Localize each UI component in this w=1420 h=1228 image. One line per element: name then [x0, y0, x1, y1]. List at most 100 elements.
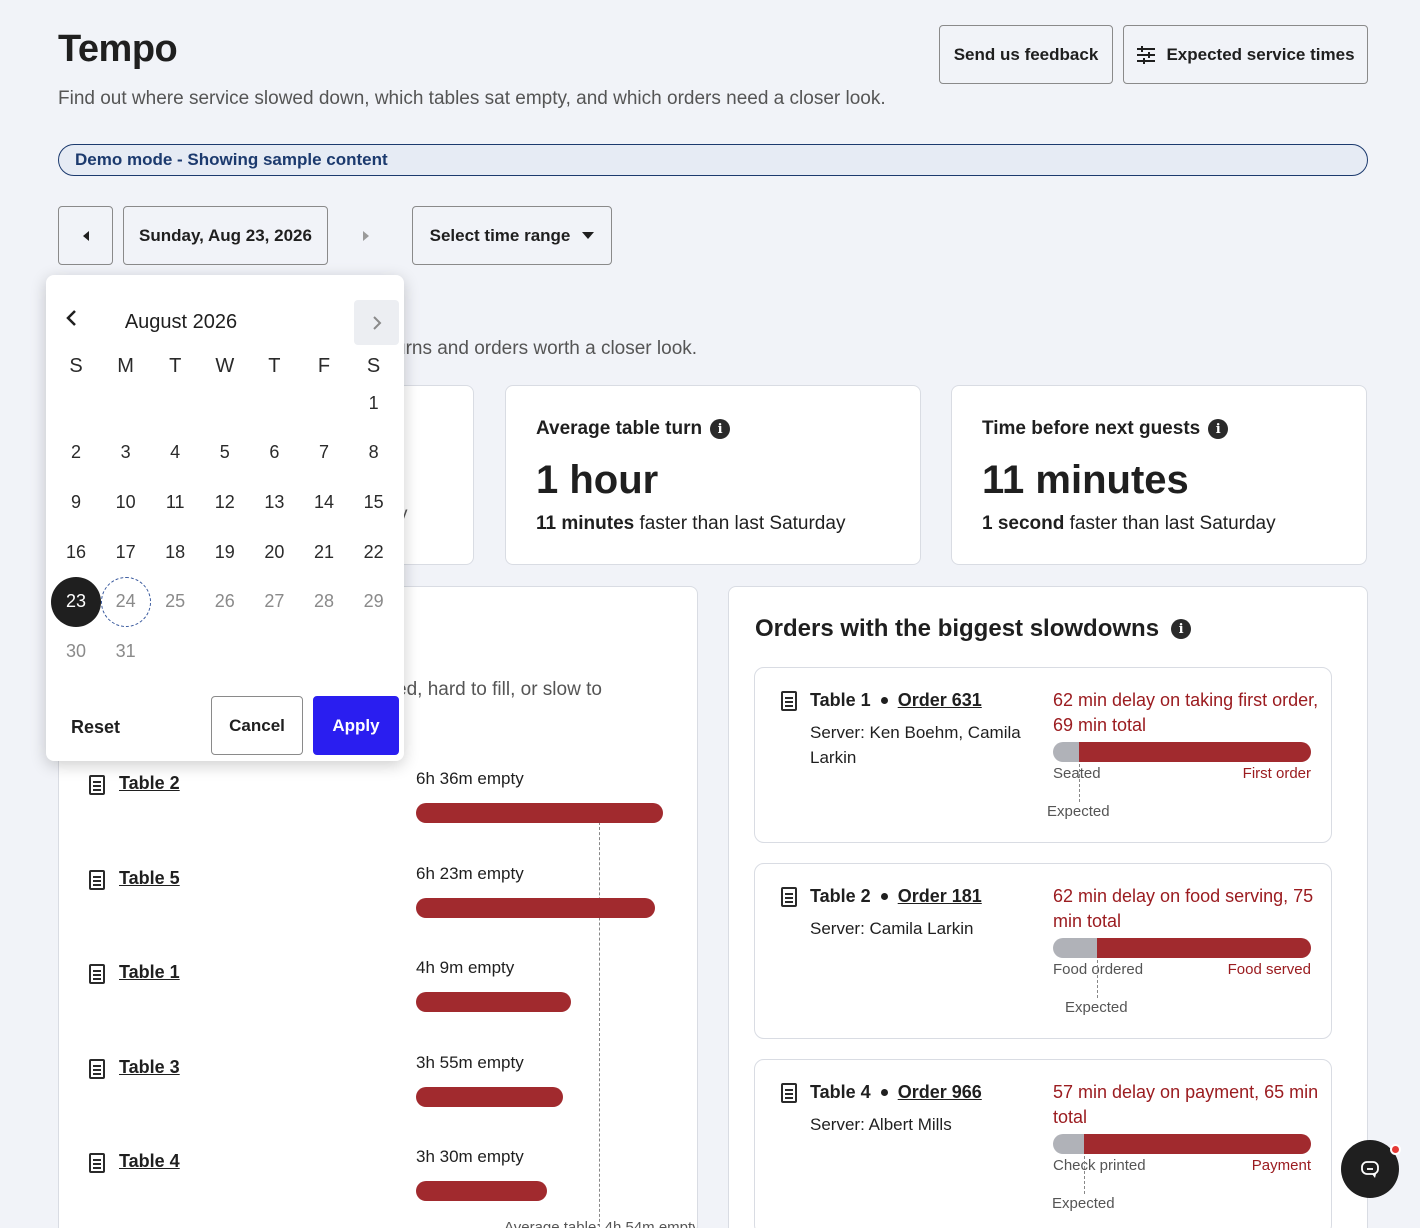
calendar-day[interactable]: 8 [368, 442, 379, 463]
page-title: Tempo [58, 28, 178, 70]
calendar-day[interactable]: 10 [115, 491, 136, 512]
expected-label: Expected [1065, 999, 1128, 1016]
page-subtitle: Find out where service slowed down, whic… [58, 88, 886, 109]
receipt-icon [89, 964, 105, 984]
table-row: Table 4 3h 30m empty [59, 1141, 697, 1201]
calendar-day-today[interactable]: 24 [100, 576, 151, 627]
send-feedback-button[interactable]: Send us feedback [939, 25, 1113, 84]
table-link[interactable]: Table 4 [119, 1151, 180, 1171]
order-card: Table 4 Order 966 Server: Albert Mills 57 m… [754, 1059, 1332, 1228]
order-server: Server: Ken Boehm, Camila Larkin [810, 723, 1021, 767]
slowdowns-card: Orders with the biggest slowdowns i Tabl… [728, 586, 1368, 1228]
empty-duration: 3h 30m empty [416, 1147, 524, 1166]
table-link[interactable]: Table 2 [119, 773, 180, 793]
expected-label: Expected [1052, 1195, 1115, 1212]
date-picker-button[interactable]: Sunday, Aug 23, 2026 [123, 206, 328, 265]
empty-duration: 6h 23m empty [416, 863, 524, 883]
order-table: Table 1 [810, 690, 871, 710]
table-row: Table 1 4h 9m empty [59, 952, 697, 1012]
calendar-day[interactable]: 16 [65, 541, 87, 562]
table-link[interactable]: Table 1 [119, 962, 180, 982]
weekday-header: S [366, 354, 381, 377]
info-icon[interactable]: i [1208, 419, 1229, 439]
calendar-day[interactable]: 12 [214, 491, 235, 512]
order-link[interactable]: Order 966 [897, 1082, 982, 1102]
start-label: Check printed [1053, 1157, 1146, 1174]
info-icon[interactable]: i [1171, 619, 1192, 639]
expected-service-times-button[interactable]: Expected service times [1123, 25, 1368, 84]
order-link[interactable]: Order 631 [897, 690, 982, 710]
weekday-header: M [117, 354, 134, 377]
calendar-day[interactable]: 1 [368, 392, 379, 413]
calendar-day[interactable]: 17 [115, 541, 136, 562]
bullet [880, 1089, 888, 1096]
calendar-day[interactable]: 5 [219, 442, 230, 463]
expected-marker [1097, 960, 1098, 998]
calendar-day[interactable]: 19 [214, 541, 235, 562]
calendar-apply-button[interactable]: Apply [313, 696, 399, 755]
empty-duration: 4h 9m empty [416, 958, 515, 977]
time-range-select[interactable]: Select time range [412, 206, 612, 265]
calendar-day[interactable]: 9 [70, 491, 81, 512]
calendar-day[interactable]: 3 [120, 442, 131, 463]
info-icon[interactable]: i [710, 419, 731, 439]
calendar-day[interactable]: 21 [313, 541, 335, 562]
order-card: Table 1 Order 631 Server: Ken Boehm, Camil… [754, 667, 1332, 843]
delay-summary: 62 min delay on taking first order, 69 mi… [1053, 690, 1319, 735]
calendar-day[interactable]: 26 [214, 591, 235, 612]
receipt-icon [89, 1153, 105, 1173]
receipt-icon [781, 691, 797, 711]
calendar-day[interactable]: 27 [264, 591, 285, 612]
receipt-icon [89, 1058, 105, 1079]
calendar-day[interactable]: 18 [165, 541, 186, 562]
next-day-button[interactable] [354, 222, 378, 250]
receipt-icon [89, 775, 105, 795]
calendar-day-selected[interactable]: 23 [51, 576, 101, 627]
calendar-day[interactable]: 20 [264, 541, 285, 562]
calendar-day[interactable]: 15 [363, 491, 384, 512]
previous-month-button[interactable] [64, 309, 78, 332]
bullet [880, 697, 888, 704]
calendar-day[interactable]: 14 [313, 491, 335, 512]
weekday-header: T [268, 354, 281, 377]
delay-progress-bar [1053, 1134, 1311, 1154]
table-link[interactable]: Table 3 [119, 1056, 180, 1077]
metric-delta: 1 second faster than last Saturday [982, 513, 1276, 534]
notification-dot [1390, 1144, 1401, 1155]
previous-day-button[interactable] [58, 206, 113, 265]
calendar-day[interactable]: 30 [65, 641, 87, 661]
calendar-day[interactable]: 11 [165, 491, 185, 512]
bullet [880, 893, 888, 900]
empty-bar [416, 897, 655, 918]
table-row: Table 2 6h 36m empty [59, 763, 697, 823]
next-month-button[interactable] [354, 300, 399, 345]
receipt-icon [781, 1083, 797, 1103]
calendar-day[interactable]: 7 [318, 442, 329, 463]
chat-button[interactable] [1341, 1140, 1399, 1198]
order-link[interactable]: Order 181 [897, 886, 982, 906]
weekday-header: T [169, 354, 182, 377]
calendar-day[interactable]: 2 [70, 442, 81, 463]
calendar-day[interactable]: 31 [115, 641, 136, 661]
order-card: Table 2 Order 181 Server: Camila Larkin 62 … [754, 863, 1332, 1039]
calendar-month-label: August 2026 [124, 311, 238, 333]
metric-delta: 11 minutes faster than last Saturday [536, 513, 846, 534]
table-link[interactable]: Table 5 [119, 867, 180, 888]
chevron-down-icon [582, 231, 595, 239]
calendar-day[interactable]: 13 [264, 491, 285, 512]
calendar-day[interactable]: 28 [313, 591, 335, 612]
caret-right-icon [363, 231, 369, 241]
calendar-day[interactable]: 29 [363, 591, 384, 612]
weekday-header: W [215, 354, 235, 377]
receipt-icon [781, 887, 797, 907]
calendar-day[interactable]: 25 [165, 591, 186, 612]
metric-label: Time before next guests [982, 418, 1201, 439]
calendar-cancel-button[interactable]: Cancel [211, 696, 303, 755]
calendar-reset-button[interactable]: Reset [71, 717, 121, 737]
calendar-day[interactable]: 6 [269, 442, 280, 463]
delay-progress-bar [1053, 938, 1311, 958]
empty-bar [416, 1086, 563, 1107]
start-label: Seated [1053, 765, 1101, 782]
calendar-day[interactable]: 4 [170, 442, 181, 463]
calendar-day[interactable]: 22 [363, 541, 384, 562]
